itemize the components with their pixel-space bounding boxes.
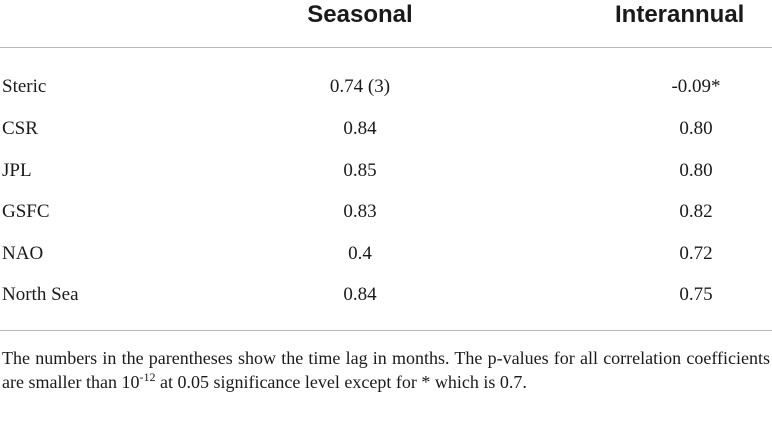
table-row: JPL 0.85 0.80: [0, 159, 772, 199]
table-footnote: The numbers in the parentheses show the …: [2, 346, 770, 394]
seasonal-value: 0.74 (3): [329, 76, 391, 97]
interannual-value: 0.80: [679, 118, 713, 139]
table-row: NAO 0.4 0.72: [0, 242, 772, 282]
table-row: Steric 0.74 (3) -0.09*: [0, 75, 772, 115]
column-header-interannual: Interannual: [615, 1, 745, 28]
table-row: GSFC 0.83 0.82: [0, 200, 772, 240]
footnote-exponent: -12: [139, 370, 156, 384]
column-header-seasonal: Seasonal: [307, 1, 413, 28]
row-label: JPL: [2, 160, 32, 181]
footnote-text-part1: The numbers in the parentheses show the …: [2, 348, 770, 392]
row-label: GSFC: [2, 201, 50, 222]
seasonal-value: 0.4: [348, 243, 372, 264]
seasonal-value: 0.83: [343, 201, 377, 222]
interannual-value: 0.82: [679, 201, 713, 222]
table-bottom-divider: [0, 330, 772, 331]
row-label: CSR: [2, 118, 38, 139]
interannual-value: 0.72: [679, 243, 713, 264]
interannual-value: 0.75: [679, 284, 713, 305]
table-row: North Sea 0.84 0.75: [0, 283, 772, 323]
row-label: NAO: [2, 243, 44, 264]
seasonal-value: 0.85: [343, 160, 377, 181]
header-divider: [0, 47, 772, 48]
seasonal-value: 0.84: [343, 118, 377, 139]
interannual-value: 0.80: [679, 160, 713, 181]
table-row: CSR 0.84 0.80: [0, 117, 772, 157]
footnote-text-part2: at 0.05 significance level except for * …: [155, 372, 527, 392]
seasonal-value: 0.84: [343, 284, 377, 305]
interannual-value: -0.09*: [671, 76, 721, 97]
row-label: Steric: [2, 76, 47, 97]
row-label: North Sea: [2, 284, 79, 305]
